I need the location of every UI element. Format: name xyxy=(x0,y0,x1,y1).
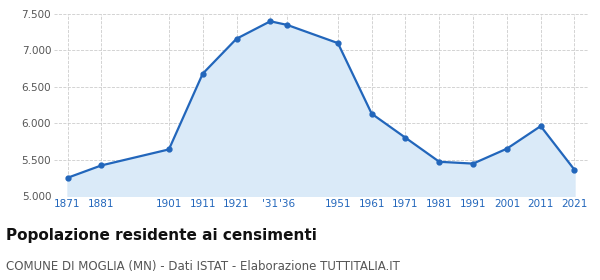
Text: COMUNE DI MOGLIA (MN) - Dati ISTAT - Elaborazione TUTTITALIA.IT: COMUNE DI MOGLIA (MN) - Dati ISTAT - Ela… xyxy=(6,260,400,273)
Text: Popolazione residente ai censimenti: Popolazione residente ai censimenti xyxy=(6,228,317,243)
